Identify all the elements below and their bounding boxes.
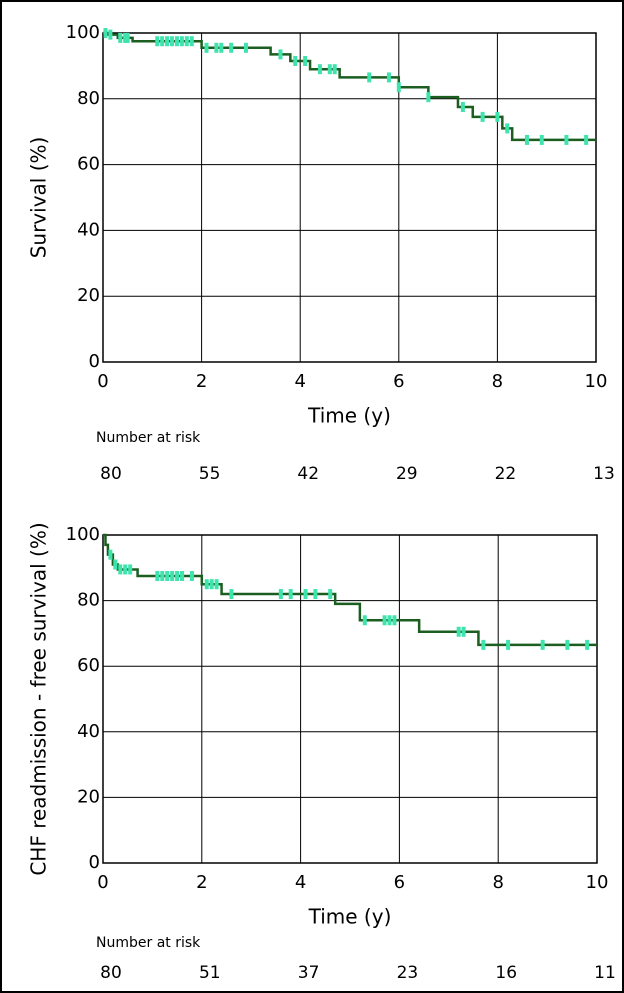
y-axis-label: Survival (%) (27, 137, 51, 259)
y-tick-label: 40 (77, 219, 100, 240)
risk-count: 29 (396, 464, 418, 484)
y-tick-label: 100 (66, 524, 100, 545)
y-tick-label: 0 (89, 351, 100, 372)
survival-curve (103, 31, 596, 142)
risk-count: 37 (298, 963, 320, 983)
x-axis-label: Time (y) (308, 905, 392, 929)
y-tick-label: 60 (77, 154, 100, 175)
x-tick-label: 6 (393, 371, 404, 392)
risk-count: 23 (397, 963, 419, 983)
risk-count: 55 (199, 464, 221, 484)
y-tick-label: 80 (77, 590, 100, 611)
risk-count: 16 (495, 963, 517, 983)
risk-count: 80 (100, 464, 122, 484)
x-tick-label: 10 (585, 371, 608, 392)
y-tick-label: 0 (89, 852, 100, 873)
x-tick-label: 2 (196, 371, 207, 392)
y-tick-label: 80 (77, 88, 100, 109)
x-tick-label: 0 (97, 872, 108, 893)
plot-border (102, 534, 598, 864)
risk-count: 42 (297, 464, 319, 484)
x-tick-label: 8 (492, 872, 503, 893)
x-tick-label: 0 (97, 371, 108, 392)
risk-count: 51 (199, 963, 221, 983)
y-tick-label: 100 (66, 22, 100, 43)
x-tick-label: 4 (295, 872, 306, 893)
x-tick-label: 8 (492, 371, 503, 392)
risk-title: Number at risk (96, 430, 201, 446)
y-tick-label: 20 (77, 786, 100, 807)
risk-count: 22 (495, 464, 517, 484)
y-tick-label: 40 (77, 721, 100, 742)
risk-count: 13 (593, 464, 615, 484)
y-tick-label: 20 (77, 285, 100, 306)
y-axis-label: CHF readmission - free survival (%) (27, 522, 51, 875)
plot-border (102, 32, 597, 363)
x-axis-label: Time (y) (307, 404, 391, 428)
x-tick-label: 4 (294, 371, 305, 392)
risk-title: Number at risk (96, 935, 201, 951)
risk-count: 80 (100, 963, 122, 983)
risk-count: 11 (594, 963, 616, 983)
x-tick-label: 10 (586, 872, 609, 893)
y-tick-label: 60 (77, 655, 100, 676)
survival-curve (103, 533, 597, 647)
x-tick-label: 6 (394, 872, 405, 893)
x-tick-label: 2 (196, 872, 207, 893)
